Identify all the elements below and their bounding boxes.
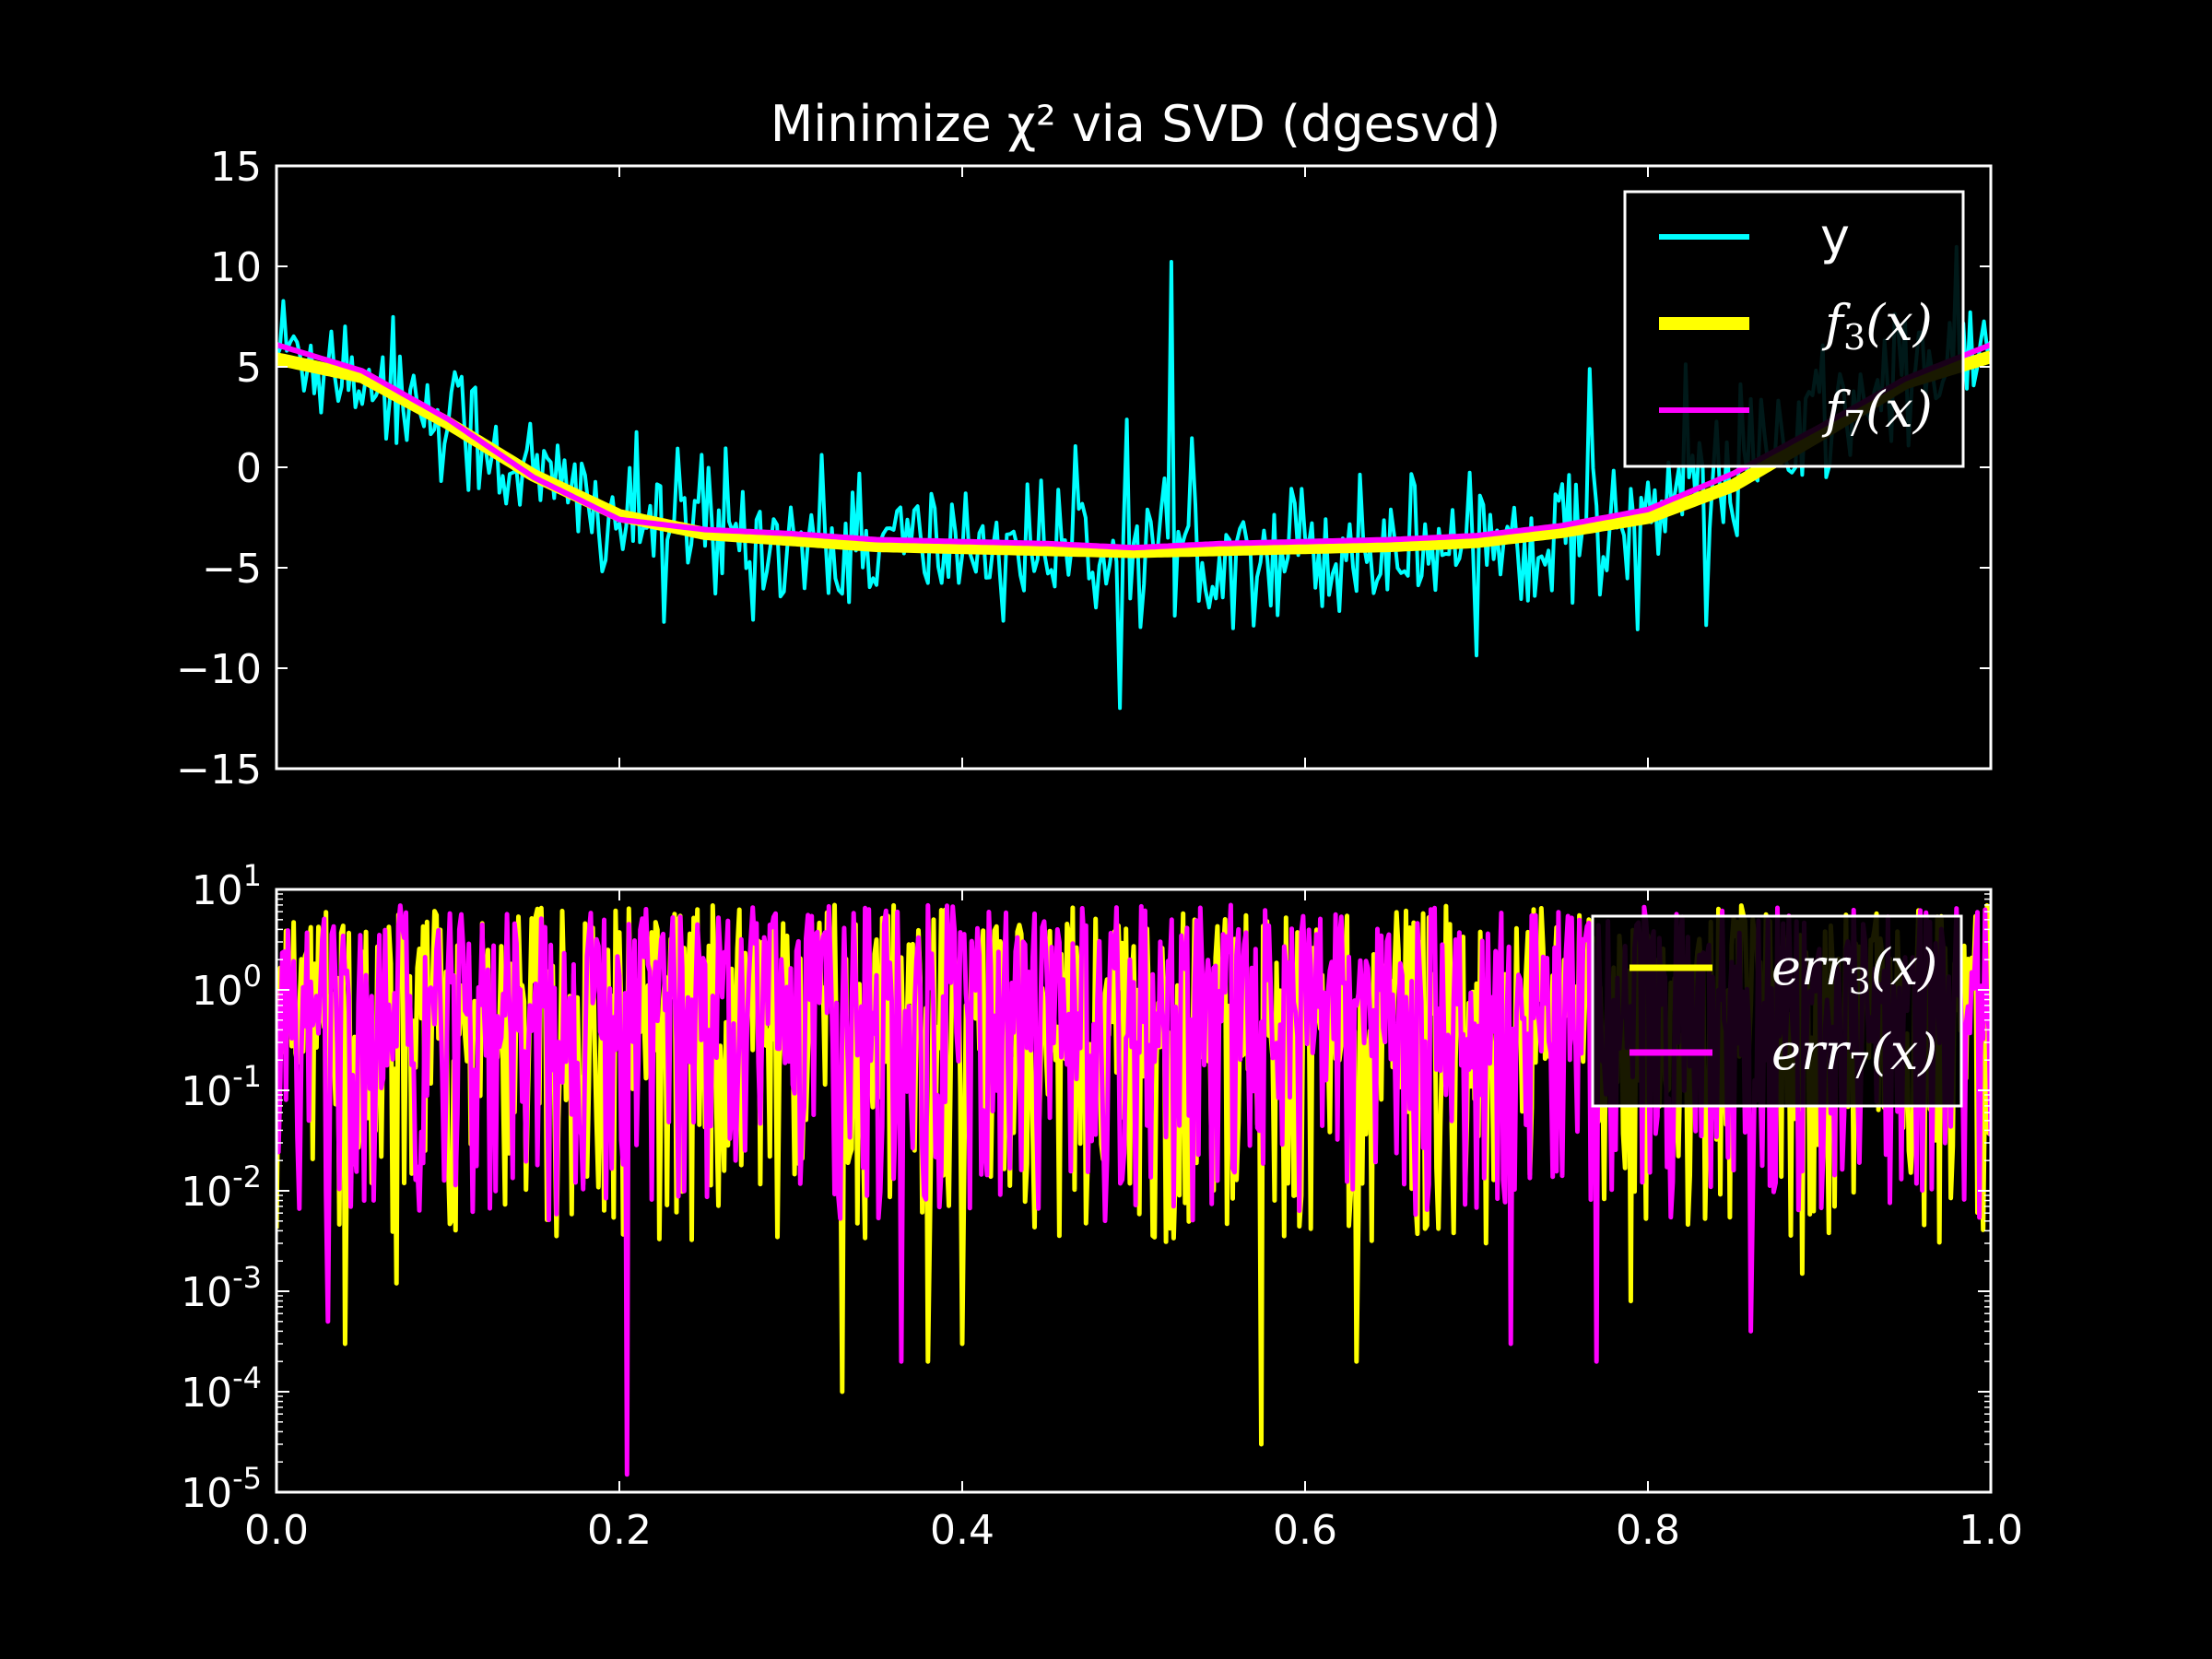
top-ytick-label: 5 bbox=[236, 345, 262, 392]
bottom-ytick-label: 10-3 bbox=[181, 1260, 262, 1316]
bottom-ytick-label: 100 bbox=[192, 959, 262, 1015]
bottom-ytick-label: 101 bbox=[192, 858, 262, 914]
top-legend-label-2: f7(x) bbox=[1821, 381, 1933, 444]
bottom-xtick-label: 1.0 bbox=[1959, 1507, 2023, 1554]
top-legend: y f3(x) f7(x) bbox=[1623, 190, 1965, 468]
bottom-ytick-label: 10-1 bbox=[181, 1059, 262, 1115]
top-ytick-label: −15 bbox=[176, 747, 262, 794]
top-ytick-label: 10 bbox=[210, 244, 262, 291]
bottom-series-line-0 bbox=[276, 902, 1991, 1447]
top-ytick-label: −5 bbox=[202, 546, 262, 593]
top-axes: Minimize χ² via SVD (dgesvd) 15 10 5 0 −5 −10… bbox=[176, 95, 1993, 794]
top-series-line-2 bbox=[276, 342, 1991, 551]
bottom-legend: err3(x) err7(x) bbox=[1591, 914, 1963, 1108]
bottom-ytick-label: 10-4 bbox=[181, 1360, 262, 1417]
bottom-xtick-label: 0.8 bbox=[1616, 1507, 1680, 1554]
top-ticks-group: 15 10 5 0 −5 −10 −15 bbox=[176, 144, 1992, 794]
bottom-ytick-label: 10-5 bbox=[181, 1461, 262, 1517]
bottom-xtick-label: 0.6 bbox=[1273, 1507, 1337, 1554]
bottom-legend-box bbox=[1591, 914, 1963, 1108]
top-ytick-label: 15 bbox=[210, 144, 262, 191]
top-ytick-label: −10 bbox=[176, 646, 262, 693]
bottom-legend-label-1: err7(x) bbox=[1771, 1023, 1937, 1087]
bottom-ticks-group: 101 100 10-1 10-2 10-3 10-4 10-50.0 0.2 0.4 0.6 0.… bbox=[181, 858, 2023, 1554]
top-series-line-0 bbox=[276, 244, 1991, 711]
top-legend-label-0: y bbox=[1820, 207, 1850, 265]
chart-title: Minimize χ² via SVD (dgesvd) bbox=[771, 95, 1501, 153]
top-series-group bbox=[276, 244, 1991, 711]
bottom-xtick-label: 0.4 bbox=[930, 1507, 994, 1554]
bottom-axes: 101 100 10-1 10-2 10-3 10-4 10-50.0 0.2 0.4 0.6 0.… bbox=[181, 858, 2023, 1554]
bottom-xtick-label: 0.0 bbox=[244, 1507, 309, 1554]
top-ytick-label: 0 bbox=[236, 445, 262, 492]
top-legend-label-1: f3(x) bbox=[1821, 294, 1933, 358]
bottom-xtick-label: 0.2 bbox=[587, 1507, 652, 1554]
bottom-legend-label-0: err3(x) bbox=[1771, 938, 1937, 1002]
bottom-ytick-label: 10-2 bbox=[181, 1159, 262, 1216]
